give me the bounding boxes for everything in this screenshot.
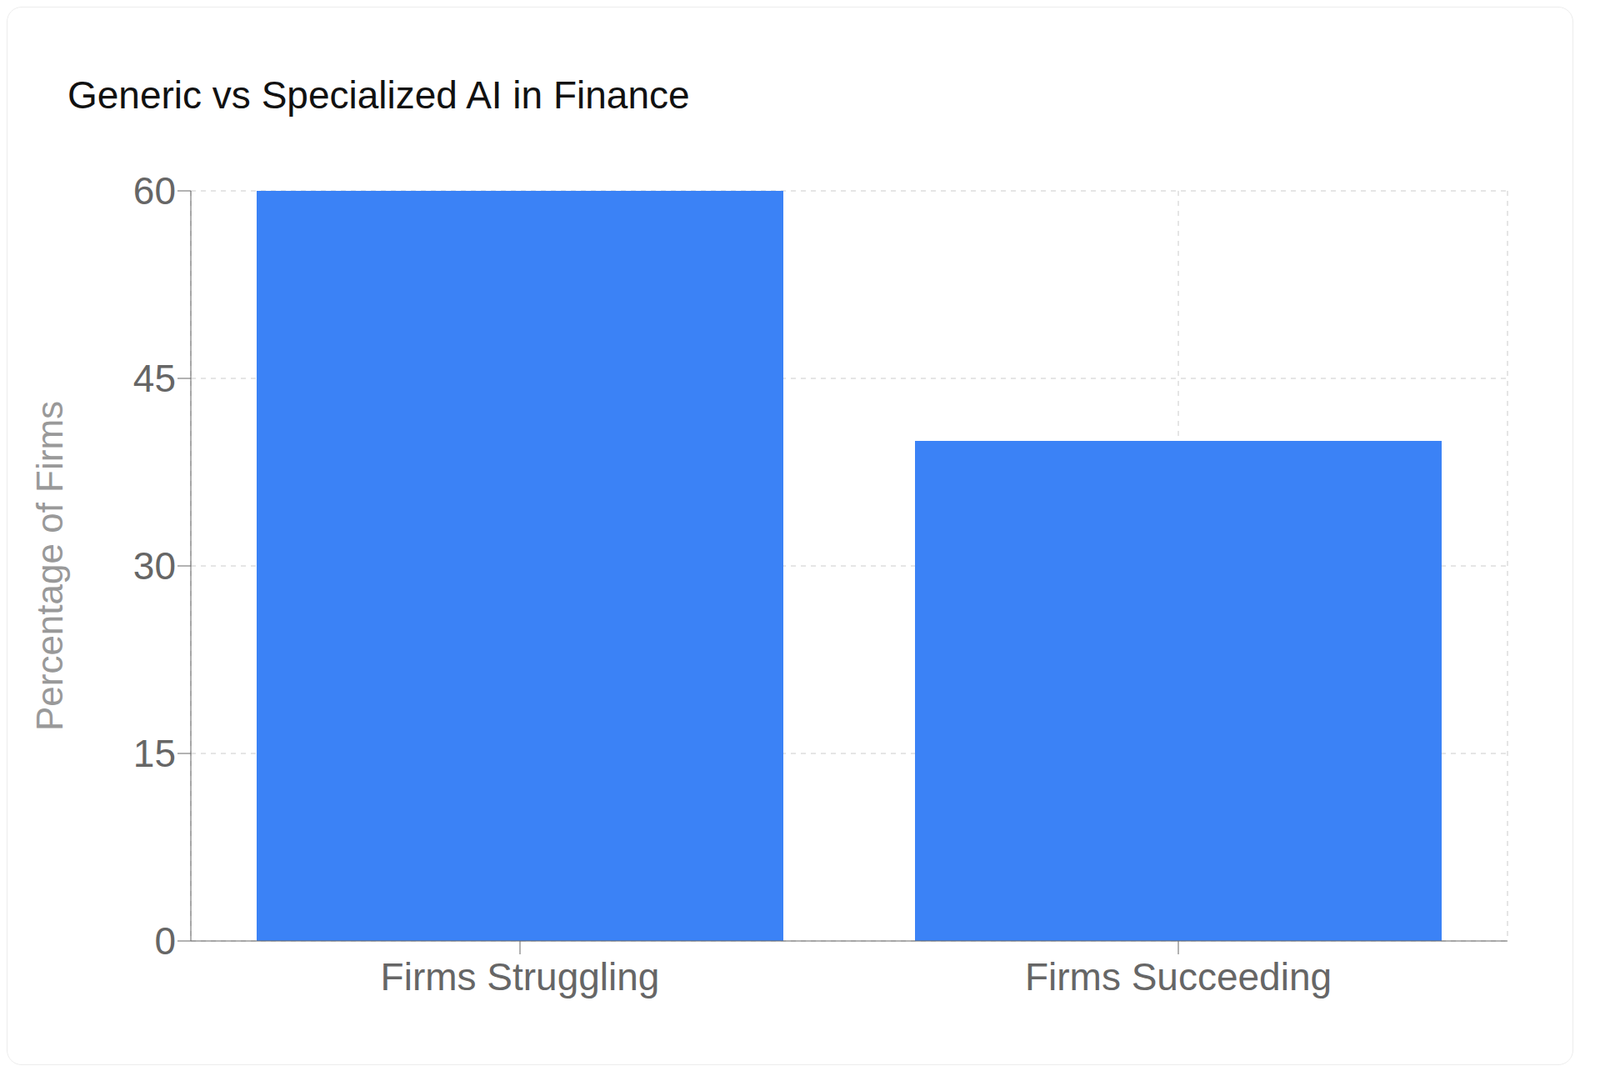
svg-text:60: 60 — [133, 169, 176, 213]
html-text:Generic vs Specialized AI in F: Generic vs Specialized AI in Finance — [67, 73, 690, 117]
svg-text:15: 15 — [133, 731, 176, 775]
svg-text:Percentage of Firms: Percentage of Firms — [29, 400, 70, 731]
svg-text:Firms Succeeding: Firms Succeeding — [1025, 955, 1332, 999]
svg-text:0: 0 — [154, 919, 176, 963]
svg-text:45: 45 — [133, 356, 176, 400]
svg-text:Firms Struggling: Firms Struggling — [380, 955, 660, 999]
svg-text:30: 30 — [133, 544, 176, 588]
